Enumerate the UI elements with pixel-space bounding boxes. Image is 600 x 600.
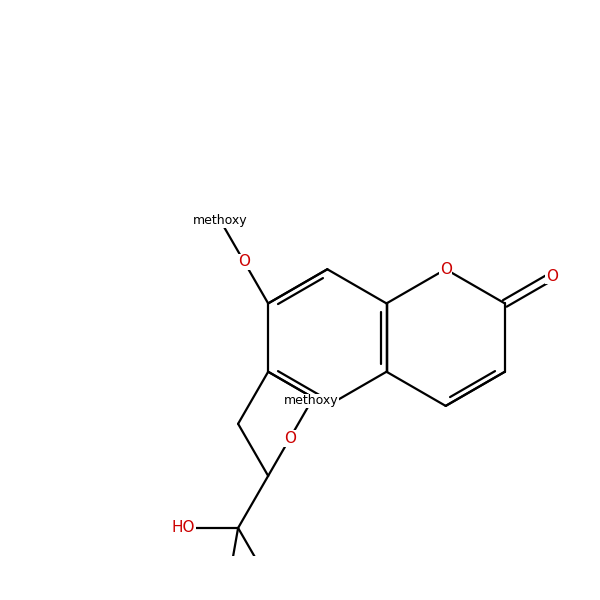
Text: O: O [238, 254, 250, 269]
Text: methoxy: methoxy [284, 394, 339, 407]
Text: HO: HO [172, 520, 195, 535]
Text: methoxy: methoxy [193, 214, 248, 227]
Text: O: O [546, 269, 558, 284]
Text: O: O [440, 262, 452, 277]
Text: O: O [284, 431, 296, 446]
